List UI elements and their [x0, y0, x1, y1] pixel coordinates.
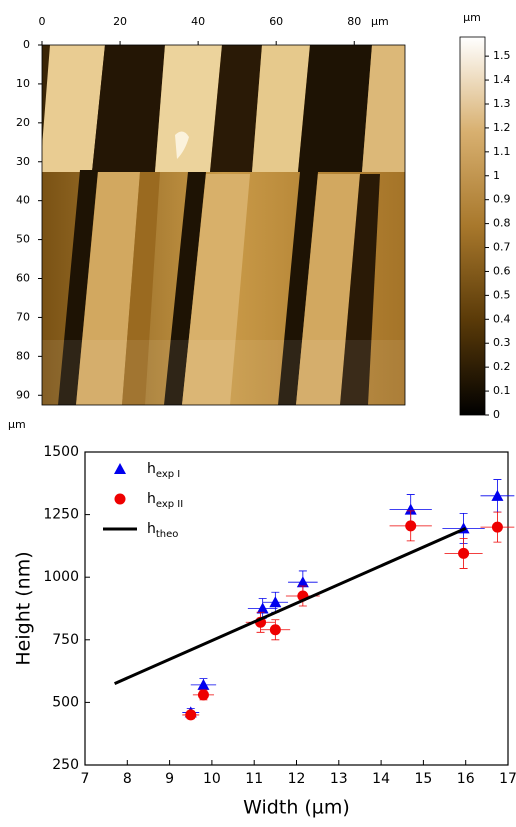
data-point — [491, 489, 504, 501]
data-point — [458, 547, 470, 559]
x-tick-label: 15 — [414, 771, 432, 787]
afm-image — [42, 45, 405, 405]
colorbar-tick-label: 0.6 — [493, 264, 511, 277]
colorbar: 0 0.1 0.2 0.3 0.4 0.5 0.6 0.7 0.8 0.9 1 1.1 1.2 1.3 1.… — [459, 11, 511, 421]
legend-label: hexp I — [147, 461, 180, 480]
colorbar-tick-label: 1.1 — [493, 145, 511, 158]
y-tick-label: 500 — [52, 694, 79, 710]
y-tick-label: 10 — [16, 77, 30, 90]
colorbar-tick-label: 0.4 — [493, 312, 511, 325]
colorbar-tick-label: 0.9 — [493, 193, 511, 206]
x-tick-label: 0 — [39, 15, 46, 28]
scatter-chart: 7 8 9 10 11 12 13 14 15 16 17 250 500 750 1000 1250 1500… — [13, 444, 516, 819]
data-point — [197, 689, 209, 701]
x-tick-label: 7 — [81, 771, 90, 787]
colorbar-tick-label: 0.7 — [493, 241, 511, 254]
y-tick-label: 30 — [16, 155, 30, 168]
y-tick-label: 250 — [52, 757, 79, 773]
y-tick-label: 90 — [16, 388, 30, 401]
legend-name: h — [147, 461, 156, 477]
data-point — [491, 521, 503, 533]
colorbar-tick-label: 1.5 — [493, 49, 511, 62]
legend-marker — [114, 463, 126, 474]
x-tick-label: 13 — [330, 771, 348, 787]
colorbar-tick-label: 1.3 — [493, 97, 511, 110]
legend-subscript: exp I — [156, 469, 180, 480]
y-tick-label: 750 — [52, 632, 79, 648]
y-tick-label: 40 — [16, 194, 30, 207]
y-tick-label: 1250 — [43, 507, 79, 523]
data-point — [404, 503, 417, 515]
colorbar-tick-label: 0.3 — [493, 336, 511, 349]
y-tick-label: 1500 — [43, 444, 79, 460]
data-point — [185, 709, 197, 721]
x-tick-label: 16 — [457, 771, 475, 787]
data-point — [296, 576, 309, 588]
colorbar-tick-label: 0.1 — [493, 384, 511, 397]
y-tick-label: 70 — [16, 310, 30, 323]
x-tick-label: 40 — [191, 15, 205, 28]
legend-name: h — [147, 491, 156, 507]
data-point — [256, 602, 269, 614]
x-axis-label: Width (µm) — [243, 797, 350, 819]
data-point — [197, 678, 210, 690]
y-tick-label: 60 — [16, 272, 30, 285]
afm-axes: 0 20 40 60 80 µm 0 10 20 30 40 50 60 70 80 90 µm — [8, 15, 389, 431]
x-tick-label: 11 — [245, 771, 263, 787]
theory-line — [114, 527, 467, 685]
y-tick-label: 80 — [16, 349, 30, 362]
legend-label: htheo — [147, 521, 178, 540]
data-point — [405, 520, 417, 532]
x-tick-label: 17 — [499, 771, 516, 787]
x-tick-label: 60 — [269, 15, 283, 28]
x-tick-label: 20 — [113, 15, 127, 28]
colorbar-tick-label: 0.2 — [493, 360, 511, 373]
colorbar-tick-label: 1 — [493, 169, 500, 182]
colorbar-tick-label: 1.2 — [493, 121, 511, 134]
y-tick-label: 1000 — [43, 569, 79, 585]
x-unit: µm — [371, 15, 389, 28]
legend-name: h — [147, 521, 156, 537]
data-point — [269, 596, 282, 608]
y-axis-label: Height (nm) — [13, 551, 35, 665]
y-tick-label: 20 — [16, 116, 30, 129]
colorbar-tick-label: 0.8 — [493, 217, 511, 230]
image-frame — [41, 44, 406, 406]
x-tick-label: 8 — [123, 771, 132, 787]
data-point — [269, 624, 281, 636]
x-tick-label: 14 — [372, 771, 390, 787]
colorbar-scale — [459, 36, 486, 416]
legend-subscript: theo — [156, 529, 179, 540]
legend-label: hexp II — [147, 491, 183, 510]
colorbar-tick-label: 0 — [493, 408, 500, 421]
x-tick-label: 10 — [203, 771, 221, 787]
colorbar-tick-label: 1.4 — [493, 73, 511, 86]
colorbar-tick-label: 0.5 — [493, 288, 511, 301]
legend-subscript: exp II — [156, 499, 183, 510]
x-tick-label: 9 — [165, 771, 174, 787]
x-tick-label: 12 — [288, 771, 306, 787]
legend-marker — [114, 493, 126, 505]
y-tick-label: 0 — [23, 38, 30, 51]
x-tick-label: 80 — [347, 15, 361, 28]
y-unit: µm — [8, 418, 26, 431]
y-tick-label: 50 — [16, 233, 30, 246]
colorbar-label: µm — [463, 11, 481, 24]
